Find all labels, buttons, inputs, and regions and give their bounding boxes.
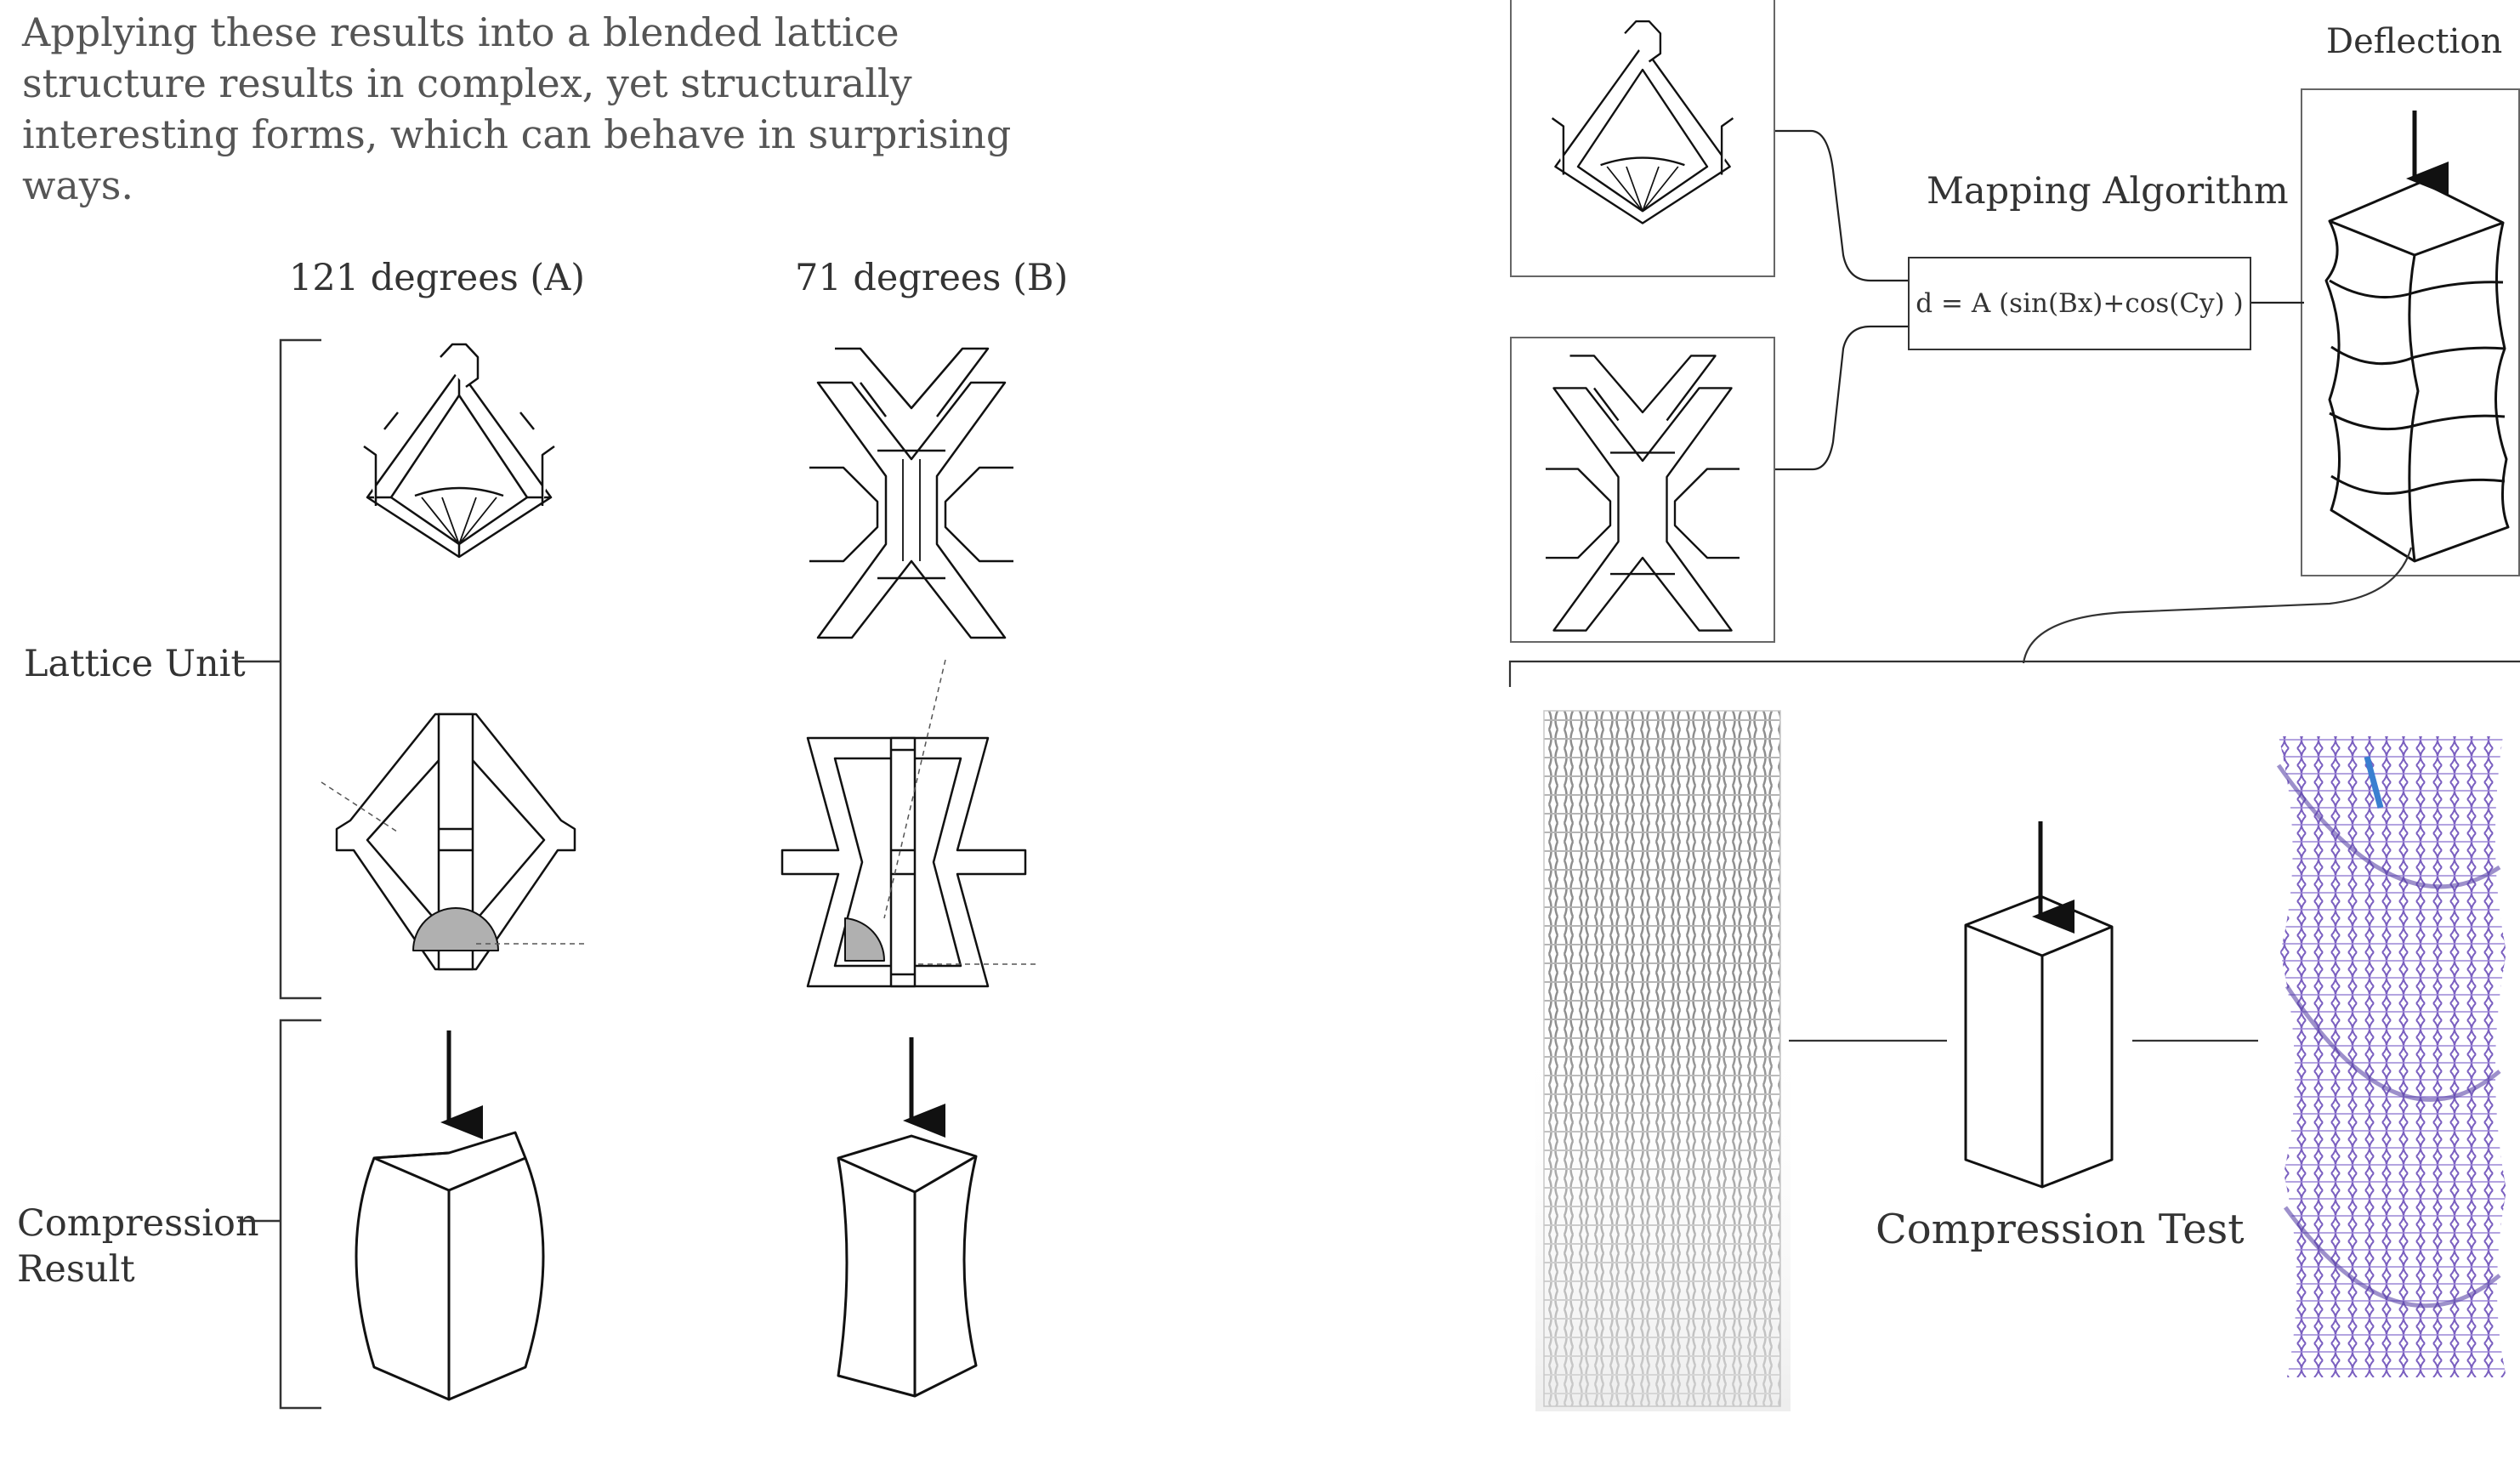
mapping-connectors: [1775, 129, 2304, 471]
deflection-prism: [2324, 180, 2510, 563]
unit-b-3d-drawing: [809, 347, 1013, 639]
compression-test-prism: [1964, 894, 2114, 1189]
purple-lattice-column: [2276, 736, 2506, 1377]
grey-lattice-column: [1535, 710, 1791, 1411]
right-unit-b-drawing: [1545, 355, 1740, 632]
unit-a-3d-drawing: [363, 343, 555, 559]
mapping-algorithm-title: Mapping Algorithm: [1927, 170, 2289, 213]
right-unit-a-drawing: [1551, 20, 1734, 224]
formula-box: d = A (sin(Bx)+cos(Cy) ): [1908, 257, 2251, 350]
compression-result-bracket: [238, 1019, 321, 1410]
intro-paragraph: Applying these results into a blended la…: [22, 9, 1012, 208]
deflection-title: Deflection: [2326, 22, 2503, 61]
unit-b-section-drawing: [780, 659, 1036, 988]
compression-result-label-line1: Compression: [17, 1202, 259, 1245]
compression-result-b: [837, 1134, 978, 1398]
compression-result-a: [355, 1131, 545, 1401]
bottom-bracket: [1508, 547, 2520, 687]
lattice-unit-bracket: [238, 338, 321, 1000]
column-a-label: 121 degrees (A): [289, 257, 586, 299]
compression-test-label: Compression Test: [1876, 1206, 2245, 1253]
unit-a-section-drawing: [321, 712, 587, 971]
column-b-label: 71 degrees (B): [795, 257, 1069, 299]
lattice-unit-label: Lattice Unit: [24, 643, 246, 685]
compression-result-label-line2: Result: [17, 1248, 135, 1291]
